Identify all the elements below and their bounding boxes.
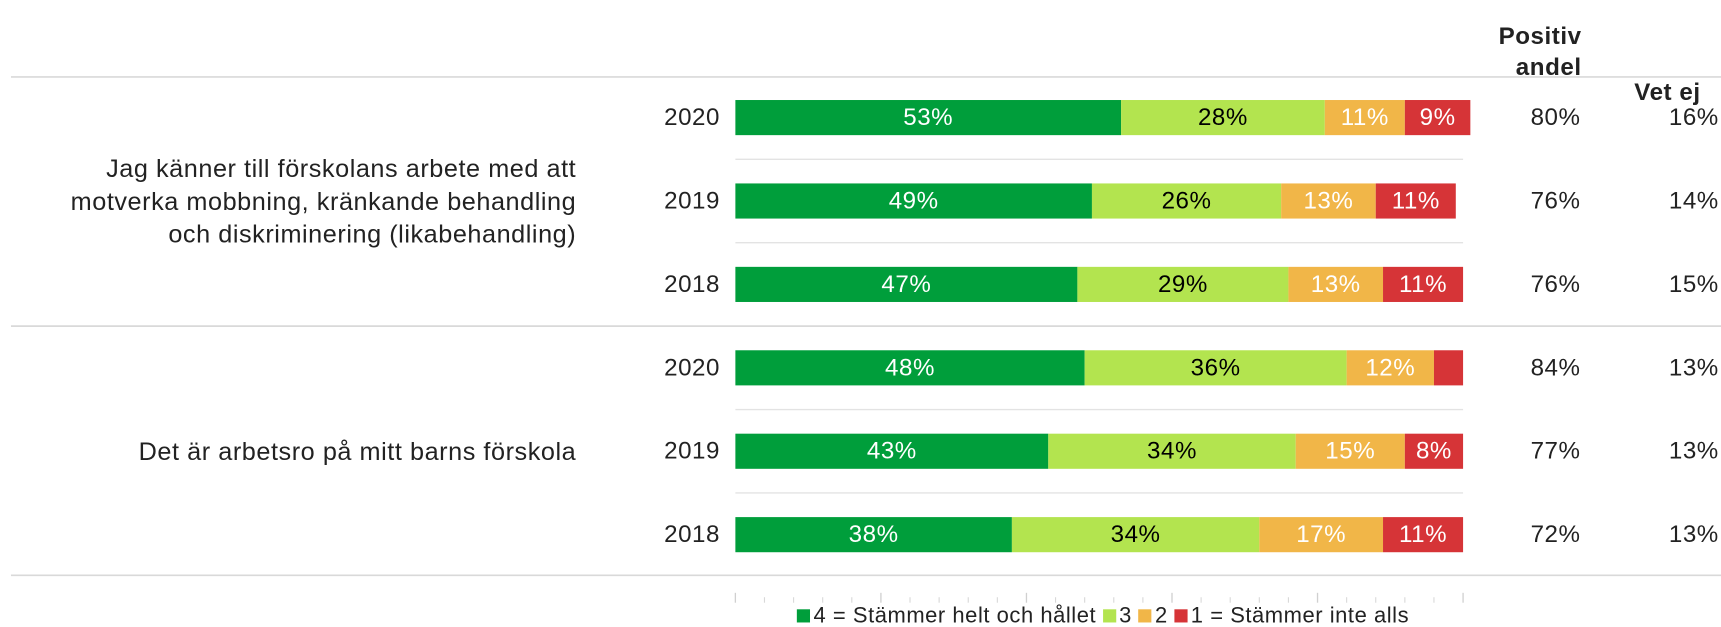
legend-swatch	[1174, 609, 1188, 623]
column-value: 13%	[1669, 521, 1719, 548]
column-header-box: Positiv andel	[1498, 22, 1582, 81]
bar-segment	[1091, 183, 1282, 219]
bar-segment	[1404, 100, 1471, 136]
value-label: 11%	[1341, 104, 1389, 131]
column-value: 15%	[1669, 271, 1719, 298]
value-label: 11%	[1399, 271, 1447, 298]
bar-segment	[1383, 266, 1464, 302]
bar-segment	[1346, 350, 1434, 386]
column-value: 13%	[1669, 354, 1719, 381]
value-label: 47%	[881, 271, 931, 298]
category-label: 2020	[664, 104, 720, 131]
bar-segment	[735, 183, 1092, 219]
bar-segment	[1375, 183, 1456, 219]
group-label: Jag känner till förskolans arbete med at…	[70, 153, 577, 249]
category-label: 2020	[664, 354, 720, 381]
column-value: 76%	[1531, 271, 1581, 298]
value-label: 9%	[1420, 104, 1456, 131]
category-label: 2019	[664, 187, 720, 214]
column-value: 77%	[1531, 438, 1581, 465]
value-label: 13%	[1303, 187, 1353, 214]
bar-segment	[735, 517, 1012, 553]
bar-segment	[1281, 183, 1376, 219]
bar-segment	[1433, 350, 1464, 386]
bar-segment	[1077, 266, 1289, 302]
legend-label: 3	[1119, 603, 1132, 627]
bar-segment	[1288, 266, 1384, 302]
bar-segment	[1295, 433, 1405, 469]
bar-segment	[735, 266, 1078, 302]
value-label: 34%	[1111, 521, 1161, 548]
column-header: Positiv andel	[1498, 22, 1582, 81]
legend-swatch	[1102, 609, 1116, 623]
group-label-box: Det är arbetsro på mitt barns förskola	[138, 436, 577, 466]
bar-segment	[1048, 433, 1296, 469]
legend-swatch	[797, 609, 811, 623]
legend: 4 = Stämmer helt och hållet 3 2 1 = Stämmer…	[615, 604, 1592, 627]
bar-segment	[1383, 517, 1464, 553]
value-label: 28%	[1198, 104, 1248, 131]
column-value: 72%	[1531, 521, 1581, 548]
category-label: 2019	[664, 438, 720, 465]
value-label: 36%	[1191, 354, 1241, 381]
category-label: 2018	[664, 271, 720, 298]
value-label: 17%	[1296, 521, 1346, 548]
column-value: 76%	[1531, 187, 1581, 214]
bar-segment	[1259, 517, 1384, 553]
bar-segment	[1404, 433, 1464, 469]
value-label: 43%	[867, 438, 917, 465]
value-label: 29%	[1158, 271, 1208, 298]
value-label: 11%	[1392, 187, 1440, 214]
bar-segment	[735, 350, 1085, 386]
value-label: 13%	[1311, 271, 1361, 298]
legend-label: 4 = Stämmer helt och hållet	[813, 603, 1097, 627]
column-value: 16%	[1669, 104, 1719, 131]
legend-label: 2	[1154, 603, 1168, 627]
group-label: Det är arbetsro på mitt barns förskola	[138, 436, 577, 466]
bar-segment	[735, 433, 1049, 469]
column-header: Vet ej	[1634, 79, 1700, 106]
value-label: 34%	[1147, 438, 1197, 465]
value-label: 49%	[889, 187, 939, 214]
bar-segment	[1011, 517, 1260, 553]
bar-segment	[1084, 350, 1347, 386]
legend-box: 4 = Stämmer helt och hållet 3 2 1 = Stämmer…	[615, 604, 1592, 627]
bar-segment	[735, 100, 1122, 136]
value-label: 26%	[1162, 187, 1212, 214]
category-label: 2018	[664, 521, 720, 548]
value-label: 8%	[1416, 438, 1452, 465]
value-label: 48%	[885, 354, 935, 381]
value-label: 38%	[849, 521, 899, 548]
value-label: 15%	[1325, 438, 1375, 465]
column-value: 14%	[1669, 187, 1719, 214]
bar-segment	[1324, 100, 1405, 136]
legend-label: 1 = Stämmer inte alls	[1190, 603, 1410, 627]
group-label-box: Jag känner till förskolans arbete med at…	[70, 153, 577, 249]
column-value: 80%	[1531, 104, 1581, 131]
value-label: 11%	[1399, 521, 1447, 548]
bar-segment	[1121, 100, 1325, 136]
value-label: 12%	[1365, 354, 1415, 381]
legend-swatch	[1138, 609, 1152, 623]
value-label: 53%	[903, 104, 953, 131]
column-value: 84%	[1531, 354, 1581, 381]
column-value: 13%	[1669, 438, 1719, 465]
